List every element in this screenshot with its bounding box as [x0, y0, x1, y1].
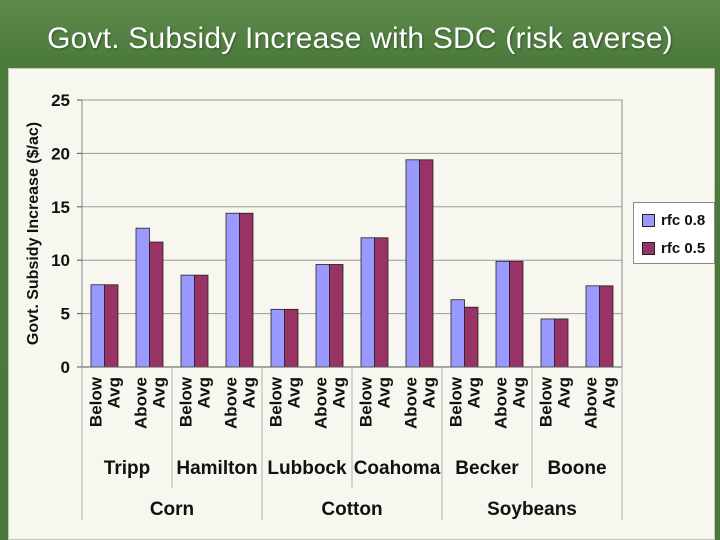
x-category-label-line: Avg [465, 377, 484, 409]
y-tick-label: 5 [61, 305, 70, 324]
x-category-label: Above Avg [402, 377, 439, 429]
x-category-label-line: Below [177, 376, 196, 427]
bar-series-2 [464, 306, 479, 368]
x-category-label-line: Below [267, 376, 286, 427]
location-label: Tripp [104, 458, 150, 479]
x-category-label-line: Above [222, 377, 241, 429]
x-category-label-line: Avg [105, 377, 124, 409]
y-tick-label: 20 [51, 144, 70, 163]
x-category-label-line: Below [87, 376, 106, 427]
x-category-label-line: Avg [555, 377, 574, 409]
x-category-label: Below Avg [537, 376, 574, 427]
crop-label: Soybeans [487, 499, 577, 520]
x-category-label-line: Avg [285, 377, 304, 409]
location-label: Becker [455, 458, 519, 479]
bar-series-1 [450, 299, 465, 368]
location-label: Coahoma [354, 458, 441, 479]
bar-series-1 [315, 264, 330, 368]
bar-series-2 [149, 241, 164, 368]
x-category-label-line: Avg [330, 377, 349, 409]
bar-series-1 [360, 237, 375, 368]
bar-series-2 [104, 284, 119, 368]
legend-item-series-2: rfc 0.5 [642, 240, 705, 257]
x-category-label-line: Below [357, 376, 376, 427]
x-category-label: Above Avg [132, 377, 169, 429]
chart-legend: rfc 0.8 rfc 0.5 [633, 202, 715, 264]
x-category-label-line: Below [447, 376, 466, 427]
legend-label-series-1: rfc 0.8 [661, 212, 706, 229]
x-category-label-line: Avg [420, 377, 439, 409]
y-tick-label: 25 [51, 91, 70, 110]
y-axis-title: Govt. Subsidy Increase ($/ac) [25, 122, 42, 345]
x-category-label: Above Avg [492, 377, 529, 429]
legend-swatch-series-2 [642, 242, 655, 255]
x-category-label-line: Avg [510, 377, 529, 409]
x-category-label: Above Avg [312, 377, 349, 429]
bar-series-1 [90, 284, 105, 368]
crop-label: Corn [150, 499, 194, 520]
legend-swatch-series-1 [642, 214, 655, 227]
bar-series-1 [270, 308, 285, 368]
bar-series-2 [554, 318, 569, 368]
legend-item-series-1: rfc 0.8 [642, 212, 705, 229]
bar-series-2 [599, 285, 614, 368]
x-category-label-line: Above [402, 377, 421, 429]
x-category-label-line: Avg [195, 377, 214, 409]
crop-label: Cotton [321, 499, 382, 520]
x-category-label: Below Avg [87, 376, 124, 427]
location-label: Boone [547, 458, 606, 479]
location-label: Lubbock [267, 458, 347, 479]
y-tick-label: 10 [51, 251, 70, 270]
bar-series-1 [495, 260, 510, 368]
bar-series-1 [180, 274, 195, 368]
x-category-label-line: Avg [375, 377, 394, 409]
x-category-label-line: Above [582, 377, 601, 429]
x-category-label-line: Above [312, 377, 331, 429]
bar-series-2 [419, 159, 434, 368]
location-label: Hamilton [176, 458, 257, 479]
y-tick-label: 15 [51, 198, 70, 217]
bar-series-2 [374, 237, 389, 368]
bar-series-1 [585, 285, 600, 368]
x-category-label-line: Above [492, 377, 511, 429]
bar-series-1 [135, 227, 150, 368]
slide-title: Govt. Subsidy Increase with SDC (risk av… [47, 22, 673, 55]
bar-series-2 [329, 264, 344, 368]
x-category-label-line: Avg [240, 377, 259, 409]
x-category-label-line: Avg [150, 377, 169, 409]
bar-series-2 [239, 212, 254, 368]
bar-series-1 [540, 318, 555, 368]
x-category-label-line: Above [132, 377, 151, 429]
bar-series-1 [225, 212, 240, 368]
x-category-label: Below Avg [267, 376, 304, 427]
x-category-label-line: Avg [600, 377, 619, 409]
x-category-label: Above Avg [582, 377, 619, 429]
x-category-label: Below Avg [357, 376, 394, 427]
y-tick-label: 0 [61, 358, 70, 377]
bar-series-1 [405, 159, 420, 368]
bar-series-2 [509, 260, 524, 368]
x-category-label: Below Avg [447, 376, 484, 427]
x-category-label: Above Avg [222, 377, 259, 429]
legend-label-series-2: rfc 0.5 [661, 240, 706, 257]
bar-series-2 [194, 274, 209, 368]
x-category-label: Below Avg [177, 376, 214, 427]
bar-series-2 [284, 308, 299, 368]
x-category-label-line: Below [537, 376, 556, 427]
